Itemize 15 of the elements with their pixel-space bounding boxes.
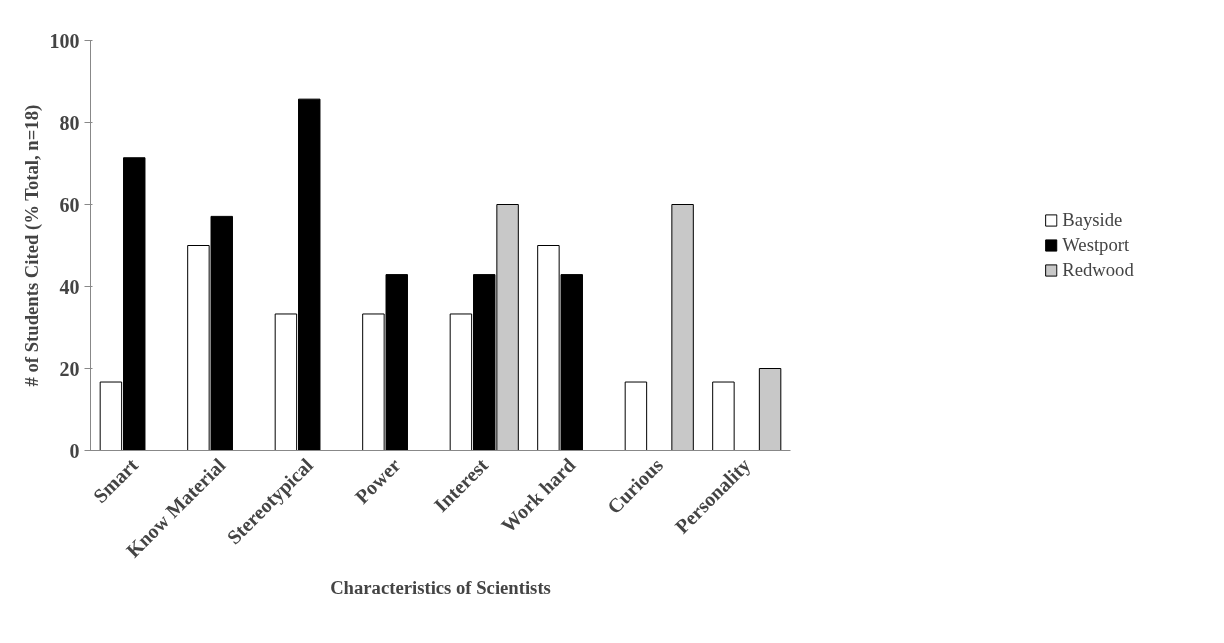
y-axis-title: # of Students Cited (% Total, n=18): [20, 104, 43, 387]
y-tick-label: 20: [59, 357, 80, 380]
x-axis-title: Characteristics of Scientists: [330, 577, 551, 599]
y-tick-label: 40: [59, 275, 80, 298]
y-tick-label: 0: [69, 439, 80, 462]
bar: [671, 204, 694, 451]
legend-label: Bayside: [1062, 209, 1123, 231]
legend-label: Westport: [1062, 234, 1130, 256]
y-tick-label: 100: [49, 29, 80, 52]
y-tick-label: 60: [59, 193, 80, 216]
y-tick-label: 80: [59, 111, 80, 134]
legend-label: Redwood: [1062, 259, 1134, 281]
bar: [758, 368, 782, 451]
bar: [712, 381, 735, 451]
bar: [624, 381, 648, 451]
